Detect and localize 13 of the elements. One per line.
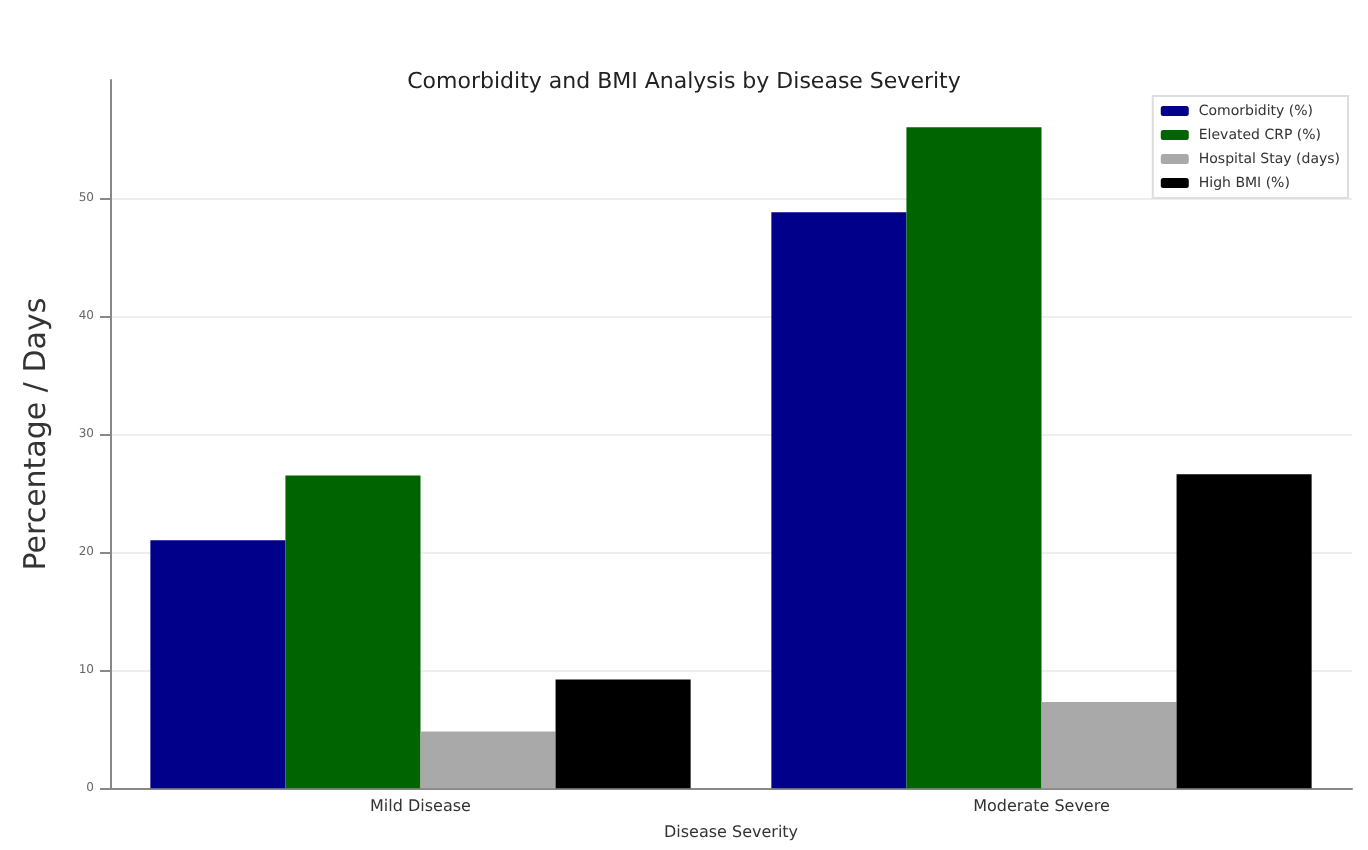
bar <box>285 475 421 789</box>
bar <box>1176 474 1312 789</box>
bar <box>1041 702 1177 789</box>
chart-title: Comorbidity and BMI Analysis by Disease Severity <box>407 68 962 94</box>
bar <box>420 731 556 789</box>
x-tick-label: Mild Disease <box>370 797 472 816</box>
x-axis-title: Disease Severity <box>663 823 799 841</box>
y-axis-title: Percentage / Days <box>17 297 53 571</box>
bar <box>150 540 286 789</box>
bar <box>771 212 907 789</box>
x-tick-label: Moderate Severe <box>973 797 1110 816</box>
bar <box>906 127 1042 789</box>
bar <box>555 679 691 789</box>
